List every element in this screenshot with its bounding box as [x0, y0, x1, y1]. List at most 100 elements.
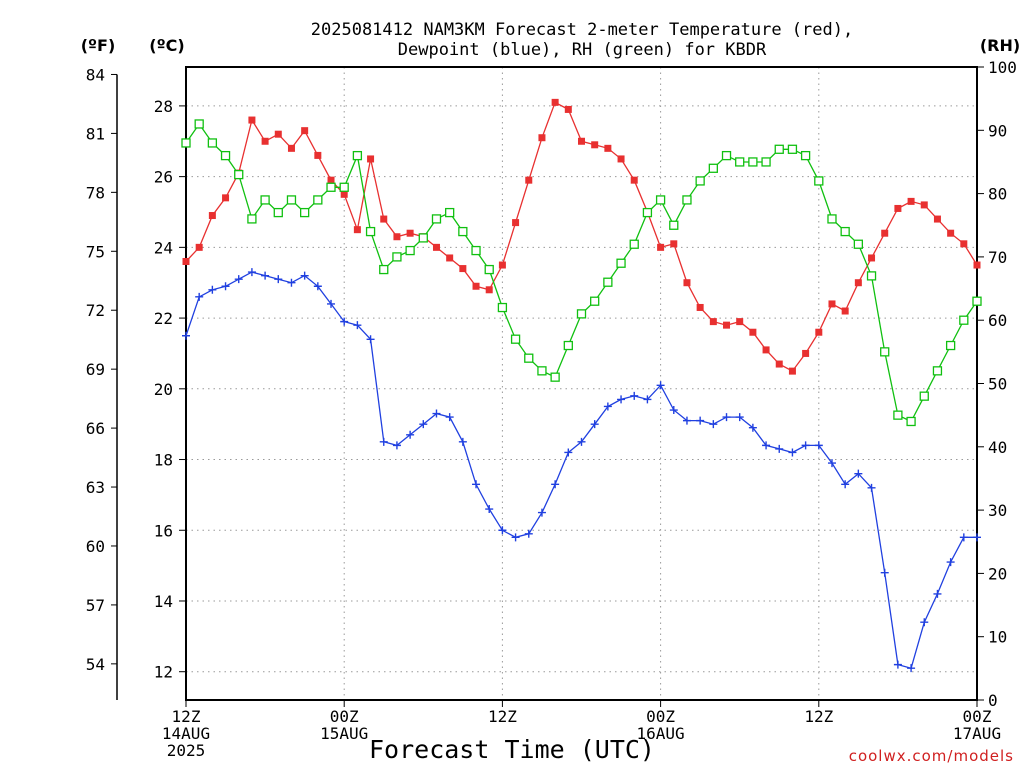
dewpoint-point: [327, 299, 336, 308]
fahrenheit-tick-label: 81: [86, 124, 105, 143]
dewpoint-point: [722, 413, 731, 422]
dewpoint-point: [735, 413, 744, 422]
x-tick-label: 17AUG: [953, 724, 1001, 743]
temperature-point: [367, 155, 375, 163]
dewpoint-point: [590, 420, 599, 429]
dewpoint-point: [366, 335, 375, 344]
celsius-tick-label: 26: [154, 168, 173, 187]
dewpoint-point: [656, 381, 665, 390]
temperature-point: [591, 141, 599, 149]
rh-point: [669, 220, 679, 230]
dewpoint-point: [406, 430, 415, 439]
fahrenheit-tick-label: 78: [86, 183, 105, 202]
dewpoint-point: [221, 282, 230, 291]
dewpoint-point: [313, 282, 322, 291]
dewpoint-point: [893, 660, 902, 669]
rh-point: [695, 176, 705, 186]
temperature-point: [195, 243, 203, 251]
dewpoint-point: [814, 441, 823, 450]
rh-tick-label: 30: [988, 501, 1007, 520]
site-credit: coolwx.com/models: [849, 747, 1014, 765]
dewpoint-point: [669, 406, 678, 415]
axes: 12 14 16 18 20 22 24 26 28 54 57 60 63 66 69 72 75 78 81 84…: [86, 58, 1017, 760]
temperature-point: [907, 197, 915, 205]
rh-point: [774, 144, 784, 154]
x-axis-title: Forecast Time (UTC): [369, 735, 655, 764]
temperature-point: [538, 134, 546, 142]
dewpoint-point: [392, 441, 401, 450]
rh-point: [550, 372, 560, 382]
temperature-point: [564, 105, 572, 113]
rh-point: [352, 150, 363, 161]
celsius-tick-label: 24: [154, 238, 173, 257]
dewpoint-point: [775, 444, 784, 453]
temperature-point: [696, 303, 704, 311]
rh-point: [339, 182, 349, 192]
celsius-unit-label: (ºC): [149, 36, 184, 55]
temperature-point: [683, 279, 691, 287]
rh-point: [761, 157, 771, 167]
rh-point: [721, 150, 732, 161]
rh-point: [616, 258, 626, 268]
rh-point: [497, 302, 508, 313]
dewpoint-point: [287, 278, 296, 287]
dewpoint-point: [841, 480, 850, 489]
rh-point: [471, 245, 481, 256]
dewpoint-point: [300, 271, 309, 280]
temperature-point: [314, 151, 322, 159]
dewpoint-point: [524, 529, 533, 538]
rh-point: [458, 226, 468, 237]
dewpoint-point: [353, 321, 362, 330]
dewpoint-point: [696, 416, 705, 425]
temperature-point: [788, 367, 796, 375]
temperature-point: [960, 240, 968, 248]
temperature-point: [854, 279, 862, 287]
dewpoint-point: [445, 413, 454, 422]
dewpoint-point: [709, 420, 718, 429]
dewpoint-point: [498, 526, 507, 535]
temperature-point: [920, 201, 928, 209]
temperature-point: [182, 257, 190, 265]
celsius-tick-label: 18: [154, 451, 173, 470]
rh-point: [576, 309, 587, 319]
rh-point: [748, 157, 758, 167]
fahrenheit-tick-label: 54: [86, 655, 105, 674]
rh-point: [181, 138, 191, 148]
rh-point: [906, 416, 916, 427]
fahrenheit-tick-label: 66: [86, 419, 105, 438]
x-tick-label: 15AUG: [320, 724, 368, 743]
dewpoint-point: [485, 505, 494, 514]
dewpoint-point: [577, 437, 586, 446]
dewpoint-point: [617, 395, 626, 404]
temperature-point: [815, 328, 823, 336]
dewpoint-point: [933, 589, 942, 598]
temperature-point: [973, 261, 981, 269]
fahrenheit-tick-label: 75: [86, 242, 105, 261]
rh-unit-label: (RH): [980, 36, 1020, 55]
temperature-point: [630, 176, 638, 184]
fahrenheit-tick-label: 72: [86, 301, 105, 320]
rh-point: [787, 144, 798, 154]
temperature-point: [578, 137, 585, 145]
temperature-point: [380, 215, 388, 223]
dewpoint-point: [920, 618, 929, 627]
chart-title-line1: 2025081412 NAM3KM Forecast 2-meter Tempe…: [311, 20, 853, 40]
x-tick-label: 2025: [167, 741, 206, 760]
fahrenheit-tick-label: 69: [86, 360, 105, 379]
dewpoint-point: [801, 441, 810, 450]
temperature-point: [894, 204, 902, 212]
temperature-point: [868, 254, 876, 262]
dewpoint-point: [537, 508, 546, 517]
rh-tick-label: 100: [988, 58, 1017, 77]
temperature-point: [947, 229, 955, 237]
dewpoint-point: [682, 416, 691, 425]
rh-point: [234, 169, 244, 180]
rh-tick-label: 20: [988, 564, 1007, 583]
rh-point: [840, 226, 850, 237]
rh-point: [379, 264, 389, 275]
dewpoint-point: [603, 402, 612, 411]
dewpoint-point: [959, 533, 968, 542]
dewpoint-point: [907, 664, 916, 673]
x-tick-label: 00Z: [330, 707, 359, 726]
temperature-point: [287, 144, 295, 152]
